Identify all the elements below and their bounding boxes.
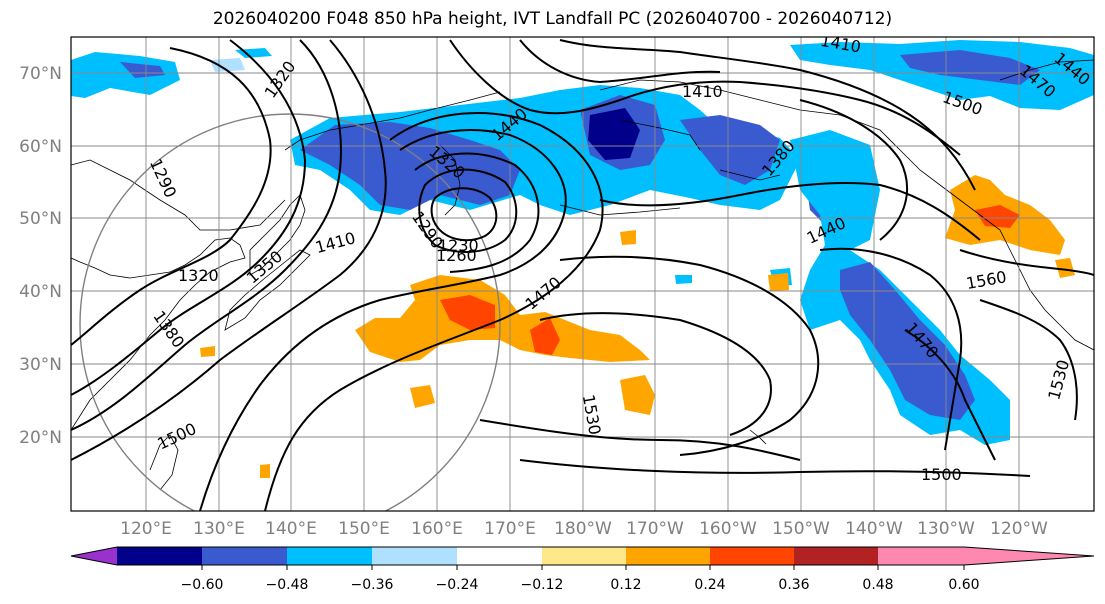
colorbar-segment <box>372 547 457 565</box>
colorbar-tick: 0.12 <box>610 577 641 593</box>
lat-label: 30°N <box>19 355 62 375</box>
latitude-labels: 70°N 60°N 50°N 40°N 30°N 20°N <box>19 64 62 448</box>
contour-label: 1500 <box>921 465 962 484</box>
lat-label: 60°N <box>19 137 62 157</box>
lat-label: 70°N <box>19 64 62 84</box>
lon-label: 130°E <box>193 519 245 539</box>
colorbar-tick: 0.60 <box>948 577 979 593</box>
lon-label: 120°W <box>990 519 1048 539</box>
lat-label: 40°N <box>19 282 62 302</box>
contour-label: 1320 <box>178 266 219 285</box>
graticule <box>71 37 1094 511</box>
colorbar-segment <box>287 547 372 565</box>
colorbar-tick: −0.48 <box>266 577 309 593</box>
lon-label: 170°W <box>626 519 684 539</box>
colorbar-min-extend <box>71 547 117 565</box>
lon-label: 140°W <box>845 519 903 539</box>
colorbar-segment <box>457 547 542 565</box>
lon-label: 150°W <box>772 519 830 539</box>
lat-label: 20°N <box>19 428 62 448</box>
colorbar-tick: −0.24 <box>436 577 479 593</box>
colorbar-segment <box>878 547 964 565</box>
lon-label: 180°W <box>554 519 612 539</box>
lon-label: 120°E <box>120 519 172 539</box>
contour-label: 1260 <box>436 246 477 265</box>
colorbar-max-extend <box>964 547 1094 565</box>
contour-label: 1230 <box>438 236 479 255</box>
lat-label: 50°N <box>19 209 62 229</box>
colorbar-segment <box>794 547 878 565</box>
colorbar-segment <box>117 547 202 565</box>
colorbar-segment <box>626 547 710 565</box>
colorbar-tick: −0.60 <box>181 577 224 593</box>
height-contours <box>71 39 1094 511</box>
contour-label: 1410 <box>682 82 723 101</box>
map-border <box>70 36 1095 512</box>
colorbar: −0.60 −0.48 −0.36 −0.24 −0.12 0.12 0.24 … <box>70 546 1095 593</box>
lon-label: 160°E <box>411 519 463 539</box>
colorbar-tick: 0.36 <box>778 577 809 593</box>
colorbar-tick: −0.12 <box>521 577 564 593</box>
colorbar-segment <box>710 547 794 565</box>
lon-label: 140°E <box>265 519 317 539</box>
lon-label: 170°E <box>484 519 536 539</box>
landfall-circle <box>79 113 501 511</box>
lon-label: 150°E <box>338 519 390 539</box>
colorbar-outline <box>70 546 1095 566</box>
lon-label: 160°W <box>699 519 757 539</box>
colorbar-tick: 0.48 <box>862 577 893 593</box>
colorbar-segment <box>542 547 626 565</box>
longitude-labels: 120°E 130°E 140°E 150°E 160°E 170°E 180°… <box>120 519 1048 539</box>
colorbar-tick: 0.24 <box>694 577 725 593</box>
colorbar-tick: −0.36 <box>351 577 394 593</box>
map-title: 2026040200 F048 850 hPa height, IVT Land… <box>212 9 893 29</box>
colorbar-segment <box>202 547 287 565</box>
lon-label: 130°W <box>917 519 975 539</box>
